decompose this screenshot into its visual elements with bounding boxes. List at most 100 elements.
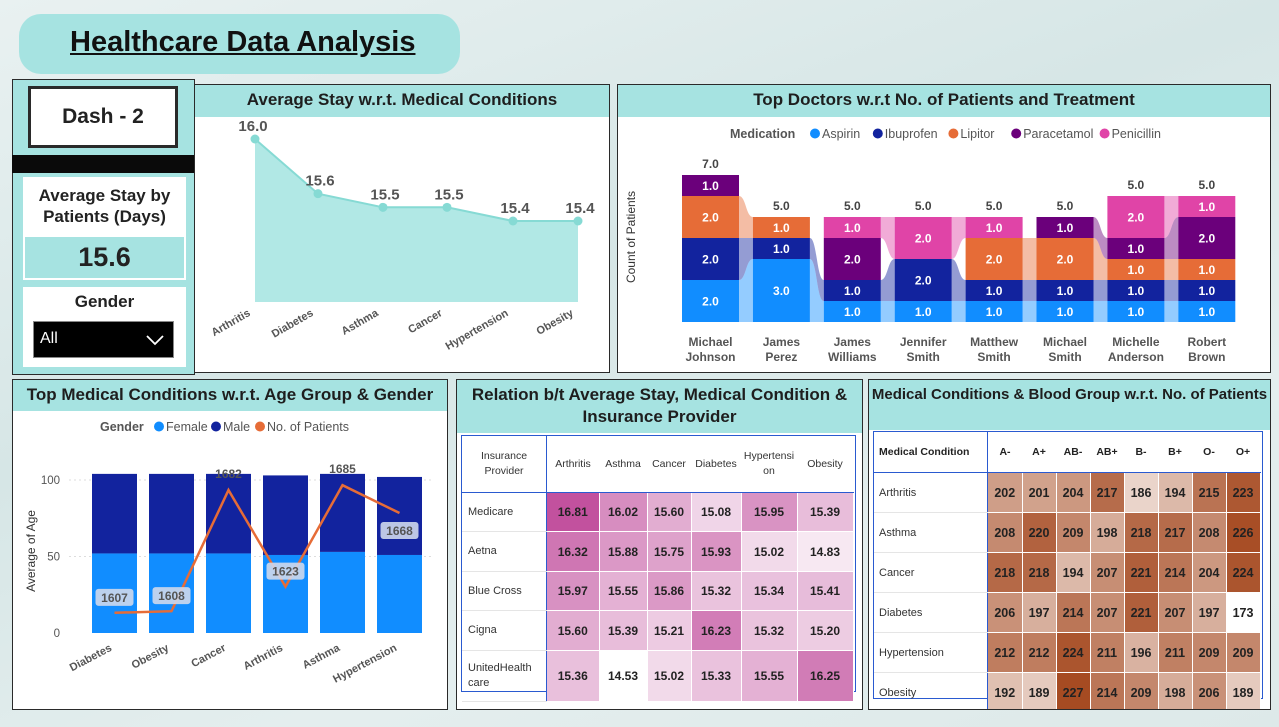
bar-4-penicillin — [965, 217, 1023, 238]
col-header-0: A- — [987, 432, 1022, 473]
top-doctors-chart: Medication Aspirin Ibuprofen Lipitor Paracet… — [624, 127, 1236, 364]
x-tick-2-0: James — [834, 335, 872, 349]
col-header-line-0-0: Arthritis — [555, 457, 591, 470]
bar-4-aspirin — [965, 301, 1023, 322]
col-header-line-2-0: Cancer — [652, 457, 686, 470]
heat-cell-0-0: 16.81 — [546, 492, 600, 532]
bar-7-ibuprofen — [1178, 280, 1236, 301]
x-tick-6-0: Michelle — [1112, 335, 1160, 349]
col-header-5: B+ — [1158, 432, 1192, 473]
heat-cell-2-0: 15.97 — [546, 571, 600, 611]
ribbon-5-1 — [1093, 280, 1108, 301]
blood-group-title: Medical Conditions & Blood Group w.r.t. … — [869, 380, 1270, 430]
bar-label-2-1: 1.0 — [844, 284, 861, 298]
heat-cell-5-6: 206 — [1191, 672, 1227, 709]
col-header-4: Hypertensi on — [741, 436, 797, 493]
bar-7-paracetamol — [1178, 217, 1236, 259]
bar-female-5 — [377, 554, 422, 633]
ribbon-4-1 — [1022, 280, 1037, 301]
x-tick-7-0: Robert — [1187, 335, 1226, 349]
bar-0-lipitor — [682, 196, 739, 238]
bar-label-6-0: 1.0 — [1128, 305, 1145, 319]
line-label-bg-0 — [95, 588, 134, 606]
ribbon-2-0 — [880, 301, 895, 322]
corner-header: Medical Condition — [874, 432, 988, 473]
x-tick-3-1: Smith — [907, 350, 940, 364]
legend-swatch-0 — [154, 421, 164, 432]
y-tick-1: 50 — [47, 552, 60, 564]
heat-cell-1-5: 217 — [1157, 512, 1193, 553]
y-tick-2: 100 — [41, 475, 60, 487]
kpi-value: 15.6 — [78, 242, 131, 272]
heat-cell-0-6: 215 — [1191, 472, 1227, 513]
heat-cell-0-1: 16.02 — [598, 492, 648, 532]
legend-swatch-3 — [1011, 128, 1022, 139]
heat-cell-0-5: 15.39 — [796, 492, 854, 532]
x-tick-2: Cancer — [189, 642, 228, 670]
heat-cell-1-4: 218 — [1123, 512, 1159, 553]
x-tick-1: Obesity — [130, 642, 172, 672]
total-label-4: 5.0 — [986, 199, 1003, 213]
data-label-2: 15.5 — [370, 186, 399, 203]
table-row: Hypertension 212 212 224 211 196 211 209 209 — [874, 632, 1261, 673]
ribbon-0-1 — [739, 238, 753, 280]
heat-cell-4-7: 209 — [1225, 632, 1261, 673]
legend-swatch-1 — [211, 421, 221, 432]
table-row: UnitedHealth care 15.36 14.53 15.02 15.33 15.5… — [462, 650, 854, 702]
bar-male-3 — [263, 475, 308, 555]
bar-male-2 — [206, 473, 251, 554]
heat-cell-2-2: 194 — [1055, 552, 1091, 593]
col-header-line-5-0: Obesity — [807, 457, 843, 470]
heat-cell-4-2: 15.02 — [646, 650, 692, 702]
heat-cell-3-1: 197 — [1021, 592, 1057, 633]
gender-filter-dropdown[interactable]: All — [33, 321, 174, 358]
patients-line — [114, 483, 401, 615]
bar-label-0-3: 1.0 — [702, 179, 719, 193]
ribbon-5-3 — [1093, 217, 1108, 259]
ribbon-0-2 — [739, 196, 753, 238]
top-doctors-panel: Top Doctors w.r.t No. of Patients and Tr… — [617, 84, 1271, 373]
chevron-down-icon[interactable] — [145, 334, 165, 346]
heat-cell-4-1: 14.53 — [598, 650, 648, 702]
heat-cell-5-4: 209 — [1123, 672, 1159, 709]
corner-header-line-1: Provider — [484, 465, 524, 477]
heat-cell-3-2: 214 — [1055, 592, 1091, 633]
col-header-4: B- — [1124, 432, 1158, 473]
heat-cell-0-3: 217 — [1089, 472, 1125, 513]
avg-stay-chart: 16.0 Arthritis 15.6 Diabetes 15.5 Asthma 15.5 C… — [209, 118, 595, 353]
x-tick-0-1: Johnson — [686, 350, 736, 364]
heat-cell-1-3: 15.93 — [690, 531, 742, 572]
kpi-card: Average Stay by Patients (Days) 15.6 — [23, 177, 186, 280]
bar-label-1-1: 1.0 — [773, 242, 790, 256]
bar-4-lipitor — [965, 238, 1023, 280]
avg-stay-panel: Average Stay w.r.t. Medical Conditions 1… — [194, 84, 610, 373]
data-label-4: 15.4 — [500, 200, 530, 217]
row-header-0: Arthritis — [874, 472, 988, 513]
heat-cell-2-3: 15.32 — [690, 571, 742, 611]
area-point-4 — [508, 216, 518, 226]
line-label-5: 1668 — [386, 524, 413, 538]
blood-group-panel: Medical Conditions & Blood Group w.r.t. … — [868, 379, 1271, 710]
ribbon-2-1 — [880, 259, 895, 301]
heat-cell-5-5: 198 — [1157, 672, 1193, 709]
total-label-1: 5.0 — [773, 199, 790, 213]
ribbon-5-2 — [1093, 238, 1108, 280]
heat-cell-0-5: 194 — [1157, 472, 1193, 513]
x-tick-3: Cancer — [406, 307, 445, 336]
col-header-line-3-0: Diabetes — [695, 457, 737, 470]
heat-cell-2-1: 15.55 — [598, 571, 648, 611]
heat-cell-2-4: 15.34 — [740, 571, 798, 611]
heat-cell-3-3: 207 — [1089, 592, 1125, 633]
x-tick-5: Obesity — [535, 307, 577, 338]
table-row: Asthma 208 220 209 198 218 217 208 226 — [874, 512, 1261, 553]
heat-cell-1-0: 208 — [987, 512, 1023, 553]
heat-cell-1-1: 15.88 — [598, 531, 648, 572]
bar-label-7-3: 2.0 — [1198, 232, 1215, 246]
area-point-0 — [250, 134, 260, 144]
heat-cell-4-0: 15.36 — [546, 650, 600, 702]
row-header-line-4-0: UnitedHealth — [468, 662, 532, 674]
total-label-5: 5.0 — [1057, 199, 1074, 213]
bar-label-2-4: 1.0 — [844, 221, 861, 235]
bar-2-ibuprofen — [823, 280, 881, 301]
heat-cell-4-2: 224 — [1055, 632, 1091, 673]
